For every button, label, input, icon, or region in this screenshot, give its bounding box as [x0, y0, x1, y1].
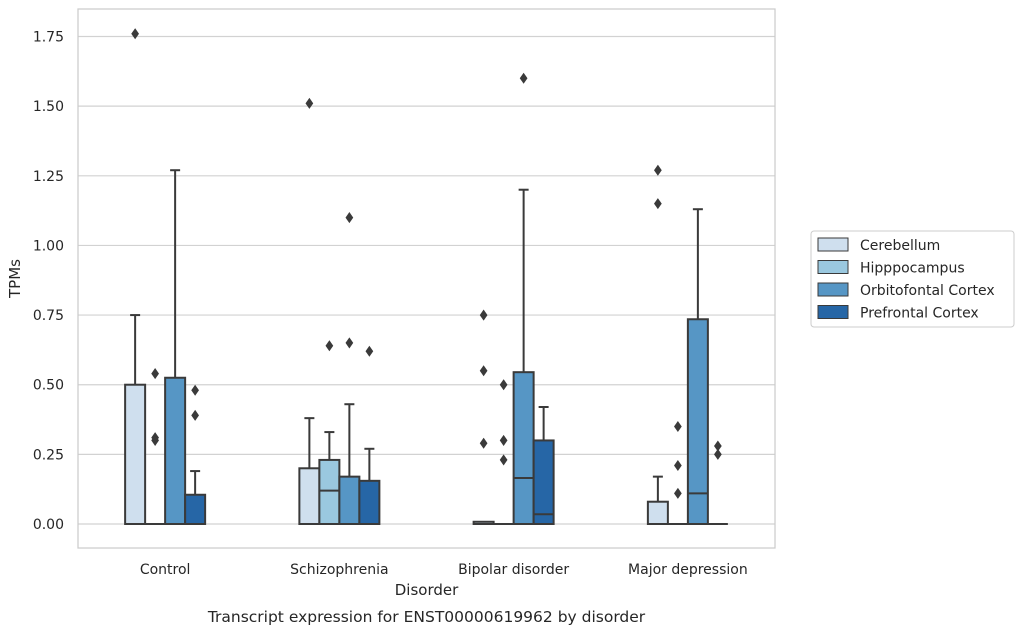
box-group	[164, 169, 187, 526]
y-tick-label: 1.50	[33, 99, 64, 115]
outlier-point	[191, 409, 199, 421]
chart-caption: Transcript expression for ENST0000061996…	[207, 608, 646, 626]
box-group	[472, 309, 495, 525]
box-group	[512, 72, 535, 525]
y-tick-label: 1.25	[33, 169, 64, 185]
legend-label: Orbitofontal Cortex	[860, 283, 995, 299]
outlier-point	[479, 309, 488, 321]
box-group	[493, 379, 514, 525]
box-group	[318, 340, 341, 525]
box-group	[532, 406, 555, 525]
y-tick-label: 0.25	[33, 447, 64, 463]
box-body	[532, 439, 555, 525]
y-tick-label: 0.00	[33, 517, 64, 533]
legend-swatch	[817, 282, 849, 297]
outlier-point	[191, 384, 199, 396]
outlier-point	[674, 487, 682, 499]
box-body	[512, 371, 535, 525]
legend-swatch	[817, 305, 849, 319]
x-tick-label: Control	[140, 562, 191, 578]
y-tick-label: 1.00	[33, 238, 64, 254]
plot-area-frame	[77, 8, 776, 549]
legend-swatch	[817, 237, 849, 252]
boxes	[124, 28, 728, 526]
box-group	[298, 97, 321, 526]
box-body	[164, 376, 187, 526]
outlier-point	[151, 434, 159, 446]
outlier-point	[674, 459, 682, 472]
box-body	[184, 493, 207, 526]
outlier-point	[305, 97, 314, 109]
box-body	[646, 500, 669, 525]
outlier-point	[365, 345, 374, 357]
box-body	[686, 318, 709, 525]
x-tick-label: Major depression	[628, 562, 748, 578]
legend-swatch	[817, 260, 849, 274]
outlier-point	[479, 437, 488, 449]
gridlines	[78, 35, 775, 525]
x-axis-title: Disorder	[395, 581, 459, 599]
box-body	[358, 479, 381, 526]
outlier-point	[519, 72, 528, 84]
outlier-point	[654, 164, 662, 176]
legend: Cerebellum Hipppocampus Orbitofontal Corte…	[810, 230, 1015, 328]
box-body	[124, 383, 147, 525]
outlier-point	[714, 448, 722, 460]
box-group	[667, 420, 688, 525]
y-tick-label: 0.75	[33, 308, 64, 324]
box-group	[145, 368, 166, 525]
box-group	[358, 345, 381, 526]
box-group	[707, 440, 728, 525]
x-tick-label: Schizophrenia	[290, 562, 388, 578]
box-group	[124, 28, 147, 525]
legend-frame	[810, 230, 1015, 328]
y-axis-title: TPMs	[6, 259, 24, 299]
y-tick-label: 0.50	[33, 378, 64, 394]
outlier-point	[479, 365, 488, 377]
outlier-point	[345, 337, 354, 349]
outlier-point	[499, 434, 508, 446]
box-body	[338, 475, 361, 525]
outlier-point	[345, 212, 354, 224]
outlier-point	[131, 28, 139, 40]
legend-label: Cerebellum	[860, 238, 940, 254]
y-tick-labels: 0.00 0.25 0.50 0.75 1.00 1.25 1.50 1.75	[33, 30, 64, 533]
box-body	[318, 458, 341, 525]
legend-label: Prefrontal Cortex	[860, 306, 979, 322]
y-tick-label: 1.75	[33, 30, 64, 46]
outlier-point	[654, 198, 662, 210]
box-group	[184, 384, 207, 526]
x-tick-label: Bipolar disorder	[458, 562, 569, 578]
legend-label: Hipppocampus	[860, 261, 965, 277]
outlier-point	[499, 379, 508, 391]
outlier-point	[499, 454, 508, 466]
box-group	[338, 212, 361, 525]
box-body	[298, 467, 321, 526]
x-tick-labels: Control Schizophrenia Bipolar disorder Majo…	[140, 562, 748, 578]
box-group	[646, 164, 669, 525]
outlier-point	[325, 340, 334, 352]
outlier-point	[674, 420, 682, 433]
box-group	[686, 208, 709, 525]
outlier-point	[151, 368, 159, 380]
